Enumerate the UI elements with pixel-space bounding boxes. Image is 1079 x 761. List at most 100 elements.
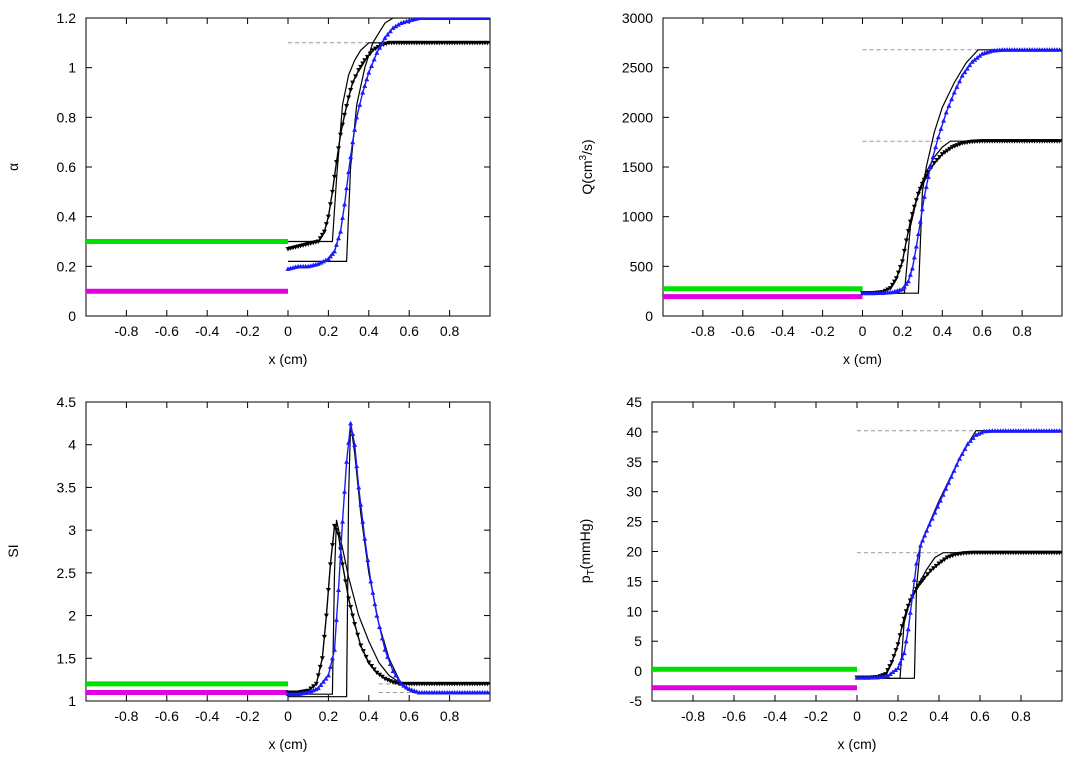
data-point [1057, 139, 1062, 144]
data-point [331, 647, 337, 652]
data-point [943, 109, 949, 115]
plot-area [652, 428, 1062, 691]
data-point [311, 684, 317, 689]
y-label-rest: /s) [579, 139, 595, 155]
data-point [327, 562, 333, 567]
data-point [921, 177, 927, 183]
data-point [390, 668, 396, 674]
data-point [907, 610, 913, 615]
data-point [925, 174, 931, 179]
data-point [936, 561, 942, 566]
series-black-numerical-trace [288, 523, 490, 694]
x-tick-label: 0.8 [1012, 323, 1032, 339]
y-tick-label: 1 [68, 60, 76, 76]
data-point [374, 50, 380, 55]
data-point [967, 438, 973, 443]
data-point [962, 69, 968, 75]
data-point [924, 528, 930, 533]
x-tick-label: -0.2 [236, 323, 260, 339]
data-point [336, 532, 341, 537]
data-point [889, 282, 895, 288]
data-point [921, 194, 927, 199]
data-point [338, 132, 344, 138]
series-black-numerical-trace [857, 552, 1062, 679]
data-point [336, 587, 341, 592]
data-point [969, 59, 975, 64]
data-point [951, 90, 957, 95]
data-point [387, 661, 393, 666]
data-point [379, 40, 385, 45]
x-tick-label: -0.6 [155, 708, 179, 724]
data-point [352, 442, 358, 447]
data-point [885, 673, 891, 678]
series-blue-numerical [285, 18, 490, 271]
data-point [321, 229, 327, 235]
data-point [889, 660, 895, 665]
y-tick-label: 1000 [622, 209, 653, 225]
y-tick-label: 2000 [622, 109, 653, 125]
x-tick-label: 0 [284, 708, 292, 724]
data-point [484, 689, 490, 695]
data-point [373, 46, 379, 52]
data-point [317, 664, 323, 670]
x-tick-label: -0.6 [155, 323, 179, 339]
data-point [978, 429, 984, 435]
data-point [364, 54, 370, 60]
data-point [947, 146, 953, 152]
y-tick-label: 30 [626, 484, 642, 500]
data-point [941, 557, 947, 562]
y-tick-label: 4 [68, 437, 76, 453]
data-point [331, 248, 337, 254]
data-point [362, 58, 368, 63]
data-point [901, 284, 907, 289]
data-point [901, 650, 907, 656]
data-point [346, 95, 352, 100]
x-tick-label: 0.2 [893, 323, 913, 339]
data-point [340, 562, 346, 567]
data-point [950, 553, 956, 558]
data-point [892, 667, 898, 673]
data-point [356, 484, 362, 490]
data-point [887, 286, 893, 291]
data-point [918, 543, 924, 548]
data-point [891, 279, 897, 285]
data-point [919, 181, 925, 187]
data-point [927, 164, 933, 169]
x-tick-label: 0.4 [359, 708, 379, 724]
data-point [350, 431, 356, 437]
data-point [346, 440, 352, 445]
x-tick-label: 0.8 [440, 708, 460, 724]
data-point [336, 235, 341, 241]
data-point [315, 673, 321, 678]
y-tick-label: 5 [634, 633, 642, 649]
y-tick-label: 0 [645, 308, 653, 324]
data-point [917, 186, 923, 192]
data-point [382, 647, 388, 652]
data-point [942, 150, 948, 155]
data-point [940, 492, 946, 497]
data-point [313, 681, 319, 687]
data-point [362, 83, 368, 88]
data-point [344, 185, 350, 191]
data-point [393, 23, 399, 29]
series-blue-numerical-trace [287, 18, 490, 270]
y-label-superscript: 3 [578, 154, 589, 160]
data-point [331, 523, 337, 529]
data-point [484, 40, 490, 46]
data-point [331, 174, 337, 180]
data-point [333, 242, 339, 247]
y-tick-label: 2 [68, 608, 76, 624]
data-point [329, 543, 335, 548]
series-blue-numerical [854, 428, 1062, 680]
data-point [348, 88, 354, 93]
data-point [318, 682, 324, 687]
y-tick-label: 3.5 [57, 479, 77, 495]
series-black-numerical-trace [287, 42, 490, 250]
data-point [401, 683, 407, 688]
data-point [484, 681, 490, 687]
plot-area [86, 18, 490, 294]
data-point [925, 572, 931, 577]
x-tick-label: 0.8 [1011, 708, 1031, 724]
data-point [318, 260, 324, 265]
